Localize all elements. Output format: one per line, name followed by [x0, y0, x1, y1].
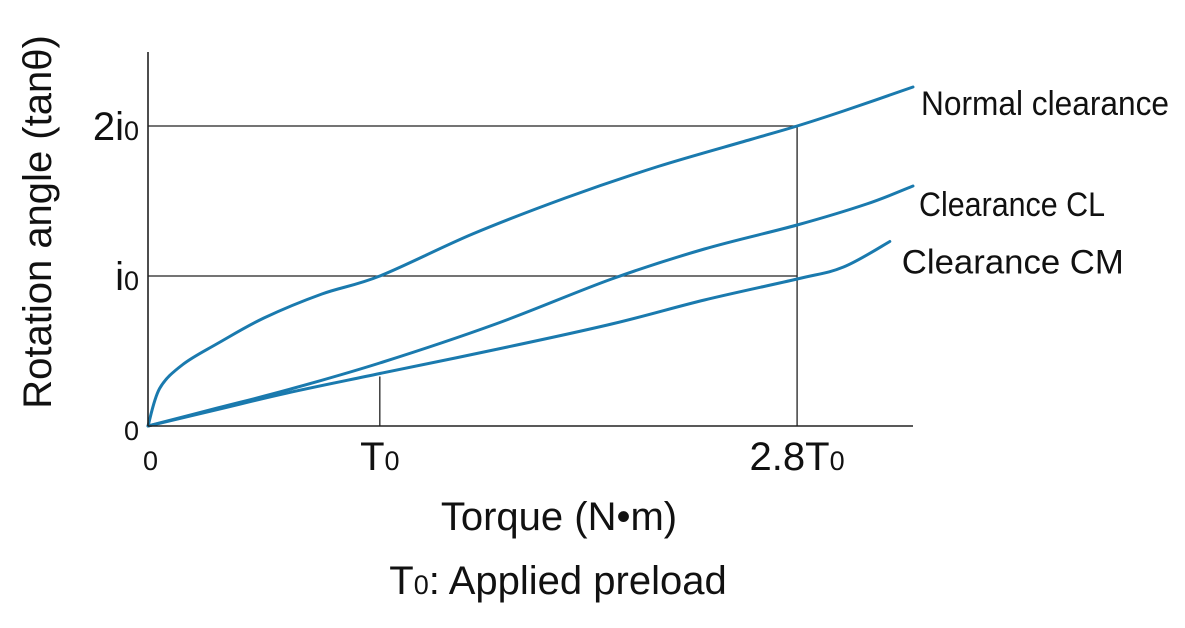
x-tick-label-1: T0 [360, 435, 399, 479]
y-tick-label-0: 0 [124, 416, 139, 446]
series-label-clearance-cl: Clearance CL [919, 186, 1105, 224]
x-tick-label-0: 0 [143, 446, 158, 476]
x-axis-title: Torque (N•m) [441, 495, 677, 539]
axes [147, 52, 913, 427]
series-labels: Normal clearance Clearance CL Clearance CM [902, 85, 1169, 282]
series-lines [146, 85, 915, 428]
series-line-clearance-cl [146, 184, 915, 428]
caption: T0: Applied preload [389, 559, 726, 603]
series-label-clearance-cm: Clearance CM [902, 244, 1124, 282]
y-tick-label-2: 2i0 [93, 105, 139, 149]
y-tick-label-1: i0 [115, 255, 139, 299]
tick-labels: 0 T0 2.8T0 0 i0 2i0 [93, 105, 845, 479]
series-label-normal-clearance: Normal clearance [921, 85, 1169, 123]
series-line-clearance-cm [146, 240, 892, 428]
reference-lines [148, 125, 798, 426]
series-line-normal-clearance [146, 85, 915, 428]
y-axis-title: Rotation angle (tanθ) [16, 35, 60, 409]
x-tick-label-2: 2.8T0 [750, 435, 845, 479]
